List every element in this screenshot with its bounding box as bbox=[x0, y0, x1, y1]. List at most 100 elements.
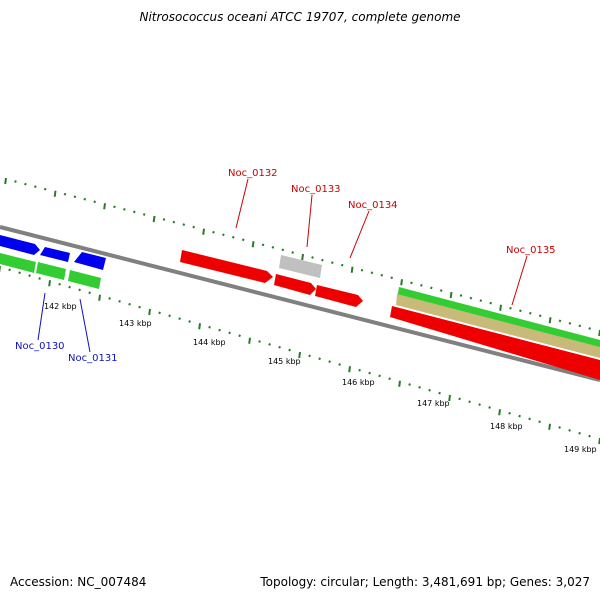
upper-row-tick-33 bbox=[330, 261, 334, 264]
lower-row-tick-38 bbox=[378, 374, 381, 378]
lower-row-tick-23 bbox=[228, 331, 231, 335]
lower-row-tick-35 bbox=[348, 366, 351, 373]
genome-summary-text: Topology: circular; Length: 3,481,691 bp… bbox=[260, 575, 590, 589]
gene-label-noc-0131[interactable]: Noc_0131 bbox=[68, 353, 118, 364]
lower-row-tick-54 bbox=[538, 420, 541, 424]
lower-row-tick-47 bbox=[468, 400, 471, 404]
upper-row-tick-49 bbox=[489, 301, 493, 305]
upper-row-tick-45 bbox=[449, 291, 453, 299]
lower-row-tick-33 bbox=[328, 360, 331, 363]
lower-row-tick-20 bbox=[198, 323, 201, 330]
tan-feature-track bbox=[396, 294, 600, 358]
upper-row-tick-42 bbox=[420, 284, 423, 287]
red-cds-noc-0134b[interactable] bbox=[315, 285, 363, 307]
lower-row-tick-56 bbox=[558, 426, 561, 429]
upper-row-tick-13 bbox=[132, 210, 136, 214]
upper-row-tick-12 bbox=[123, 208, 126, 211]
gene-label-noc-0134[interactable]: Noc_0134 bbox=[348, 200, 398, 211]
lower-row-tick-42 bbox=[418, 386, 421, 389]
upper-row-tick-30 bbox=[301, 253, 304, 261]
upper-row-tick-5 bbox=[53, 190, 57, 197]
lower-row-tick-34 bbox=[338, 363, 341, 366]
upper-row-tick-9 bbox=[93, 200, 97, 204]
lower-row-tick-28 bbox=[278, 345, 281, 349]
upper-row-tick-35 bbox=[350, 266, 354, 273]
lower-row-tick-40 bbox=[398, 380, 401, 387]
upper-row-tick-3 bbox=[33, 185, 37, 188]
gene-label-noc-0130[interactable]: Noc_0130 bbox=[15, 341, 65, 352]
leader-noc-0133 bbox=[306, 194, 313, 248]
lower-row-tick-25 bbox=[248, 337, 251, 344]
lower-row-tick-46 bbox=[458, 397, 461, 401]
upper-row-tick-38 bbox=[380, 273, 384, 277]
leader-noc-0134 bbox=[349, 210, 370, 259]
blue-cds-arrow-1[interactable] bbox=[0, 235, 40, 255]
upper-row-tick-51 bbox=[509, 306, 512, 310]
lower-row-tick-17 bbox=[168, 314, 171, 318]
upper-row-tick-21 bbox=[212, 230, 215, 234]
upper-row-tick-6 bbox=[63, 192, 67, 196]
lower-row-tick-31 bbox=[308, 354, 311, 358]
red-cds-noc-0132[interactable] bbox=[180, 250, 273, 283]
green-cds-1[interactable] bbox=[0, 253, 36, 273]
green-cds-group-left bbox=[0, 253, 101, 289]
lower-row-tick-44 bbox=[438, 391, 441, 395]
leader-lines bbox=[37, 178, 528, 353]
lower-row-tick-30 bbox=[298, 351, 301, 359]
upper-row-tick-36 bbox=[360, 268, 364, 272]
red-cds-noc-0134a[interactable] bbox=[274, 274, 316, 295]
gene-label-noc-0135[interactable]: Noc_0135 bbox=[506, 245, 556, 256]
lower-row-tick-51 bbox=[508, 411, 511, 415]
upper-row-tick-34 bbox=[340, 263, 344, 267]
lower-row-tick-58 bbox=[578, 431, 581, 435]
upper-row-tick-39 bbox=[390, 276, 394, 280]
lower-row-tick-4 bbox=[38, 277, 41, 280]
lower-row-tick-6 bbox=[58, 282, 61, 286]
grey-cds-noc-0133[interactable] bbox=[279, 255, 322, 278]
lower-row-tick-5 bbox=[48, 280, 51, 287]
upper-row-tick-48 bbox=[479, 299, 483, 302]
lower-row-tick-21 bbox=[208, 325, 211, 329]
lower-row-tick-52 bbox=[518, 414, 521, 418]
lower-row-tick-36 bbox=[358, 368, 361, 372]
upper-row-tick-50 bbox=[499, 304, 502, 311]
red-cds-right[interactable] bbox=[390, 306, 600, 380]
lower-row-tick-1 bbox=[8, 268, 11, 272]
upper-row-tick-32 bbox=[321, 258, 324, 262]
green-cds-3[interactable] bbox=[68, 270, 101, 289]
blue-cds-arrow-3[interactable] bbox=[74, 252, 106, 270]
kbp-label-145: 145 kbp bbox=[268, 357, 301, 366]
blue-cds-arrow-2[interactable] bbox=[40, 247, 70, 262]
upper-row-tick-10 bbox=[103, 203, 106, 210]
upper-row-tick-56 bbox=[558, 319, 562, 323]
upper-row-tick-20 bbox=[202, 228, 205, 235]
upper-row-tick-29 bbox=[291, 251, 295, 254]
lower-row-tick-22 bbox=[218, 328, 221, 332]
gene-label-noc-0132[interactable]: Noc_0132 bbox=[228, 168, 278, 179]
upper-row-tick-37 bbox=[370, 271, 374, 275]
lower-row-tick-55 bbox=[548, 423, 551, 430]
lower-row-tick-27 bbox=[268, 343, 271, 346]
lower-row-tick-45 bbox=[448, 394, 451, 402]
lower-row-tick-14 bbox=[138, 305, 141, 309]
upper-row-tick-4 bbox=[43, 187, 47, 191]
upper-row-tick-47 bbox=[469, 296, 473, 300]
lower-row-tick-19 bbox=[188, 320, 191, 323]
accession-text: Accession: NC_007484 bbox=[10, 575, 147, 589]
upper-row-tick-43 bbox=[429, 286, 433, 290]
upper-row-tick-1 bbox=[14, 180, 17, 183]
lower-row-tick-53 bbox=[528, 417, 531, 421]
upper-row-tick-23 bbox=[231, 235, 235, 239]
upper-row-tick-53 bbox=[528, 311, 532, 315]
upper-row-tick-57 bbox=[568, 322, 572, 325]
leader-noc-0132 bbox=[235, 178, 249, 229]
upper-row-tick-14 bbox=[142, 213, 146, 216]
upper-row-tick-58 bbox=[578, 324, 582, 328]
lower-row-tick-50 bbox=[498, 409, 501, 416]
lower-row-tick-48 bbox=[478, 403, 481, 406]
lower-row-tick-37 bbox=[368, 371, 371, 375]
gene-label-noc-0133[interactable]: Noc_0133 bbox=[291, 184, 341, 195]
green-cds-2[interactable] bbox=[36, 262, 66, 280]
